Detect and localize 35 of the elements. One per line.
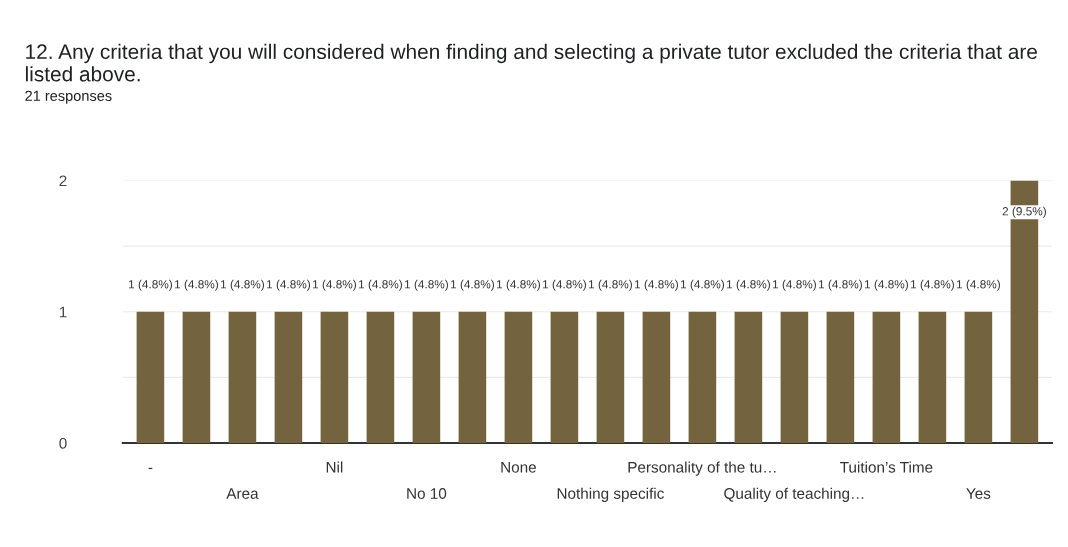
data-label: 1 (4.8%) — [726, 279, 770, 291]
data-label: 1 (4.8%) — [680, 279, 724, 291]
y-tick-label: 0 — [59, 437, 67, 449]
data-label: 1 (4.8%) — [267, 279, 310, 291]
chart-title: 12. Any criteria that you will considered when finding and selecting a private tutor excluded the criteria that are listed above. — [25, 43, 1037, 82]
data-label: 1 (4.8%) — [221, 279, 264, 291]
data-label: 1 (4.8%) — [129, 279, 172, 291]
data-label: 1 (4.8%) — [956, 279, 1000, 291]
x-tick-label: Tuition’s Time — [840, 461, 933, 473]
data-label: 1 (4.8%) — [910, 279, 954, 291]
data-label: 1 (4.8%) — [818, 279, 862, 291]
data-label: 1 (4.8%) — [451, 279, 494, 291]
data-label: 1 (4.8%) — [634, 279, 678, 291]
data-label: 1 (4.8%) — [772, 279, 816, 291]
data-label: 1 (4.8%) — [497, 279, 540, 291]
data-label: 1 (4.8%) — [542, 279, 586, 291]
data-label: 2 (9.5%) — [1002, 206, 1046, 218]
x-tick-label: Quality of teaching… — [724, 487, 864, 502]
data-label: 1 (4.8%) — [405, 279, 448, 291]
x-tick-label: Yes — [966, 488, 991, 499]
y-tick-label: 1 — [59, 306, 67, 318]
chart-subtitle: 21 responses — [25, 90, 112, 104]
data-label: 1 (4.8%) — [359, 279, 402, 291]
data-label: 1 (4.8%) — [864, 279, 908, 291]
data-label: 1 (4.8%) — [175, 279, 218, 291]
data-label: 1 (4.8%) — [588, 279, 632, 291]
x-tick-label: No 10 — [407, 488, 447, 499]
x-tick-label: Personality of the tu… — [628, 461, 776, 476]
x-tick-label: Area — [226, 488, 259, 499]
data-label: 1 (4.8%) — [313, 279, 356, 291]
x-tick-label: - — [148, 467, 153, 470]
x-tick-label: Nil — [326, 461, 343, 473]
y-tick-label: 2 — [59, 175, 67, 187]
x-tick-label: None — [501, 462, 536, 473]
x-tick-label: Nothing specific — [557, 487, 664, 502]
